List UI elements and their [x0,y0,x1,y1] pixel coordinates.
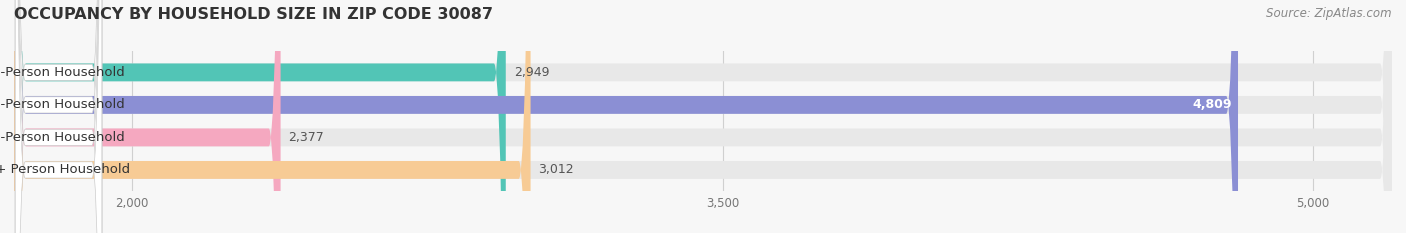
FancyBboxPatch shape [14,0,1392,233]
Text: OCCUPANCY BY HOUSEHOLD SIZE IN ZIP CODE 30087: OCCUPANCY BY HOUSEHOLD SIZE IN ZIP CODE … [14,7,494,22]
FancyBboxPatch shape [14,0,530,233]
Text: 2,949: 2,949 [513,66,550,79]
FancyBboxPatch shape [14,0,1392,233]
FancyBboxPatch shape [15,0,101,233]
Text: Source: ZipAtlas.com: Source: ZipAtlas.com [1267,7,1392,20]
FancyBboxPatch shape [15,0,101,233]
FancyBboxPatch shape [14,0,281,233]
Text: 3,012: 3,012 [538,163,574,176]
Text: 2,377: 2,377 [288,131,325,144]
FancyBboxPatch shape [14,0,1239,233]
FancyBboxPatch shape [14,0,506,233]
Text: 3-Person Household: 3-Person Household [0,131,125,144]
Text: 4,809: 4,809 [1192,98,1232,111]
FancyBboxPatch shape [14,0,1392,233]
FancyBboxPatch shape [15,0,101,233]
Text: 2-Person Household: 2-Person Household [0,98,125,111]
FancyBboxPatch shape [14,0,1392,233]
FancyBboxPatch shape [15,0,101,233]
Text: 4+ Person Household: 4+ Person Household [0,163,131,176]
Text: 1-Person Household: 1-Person Household [0,66,125,79]
